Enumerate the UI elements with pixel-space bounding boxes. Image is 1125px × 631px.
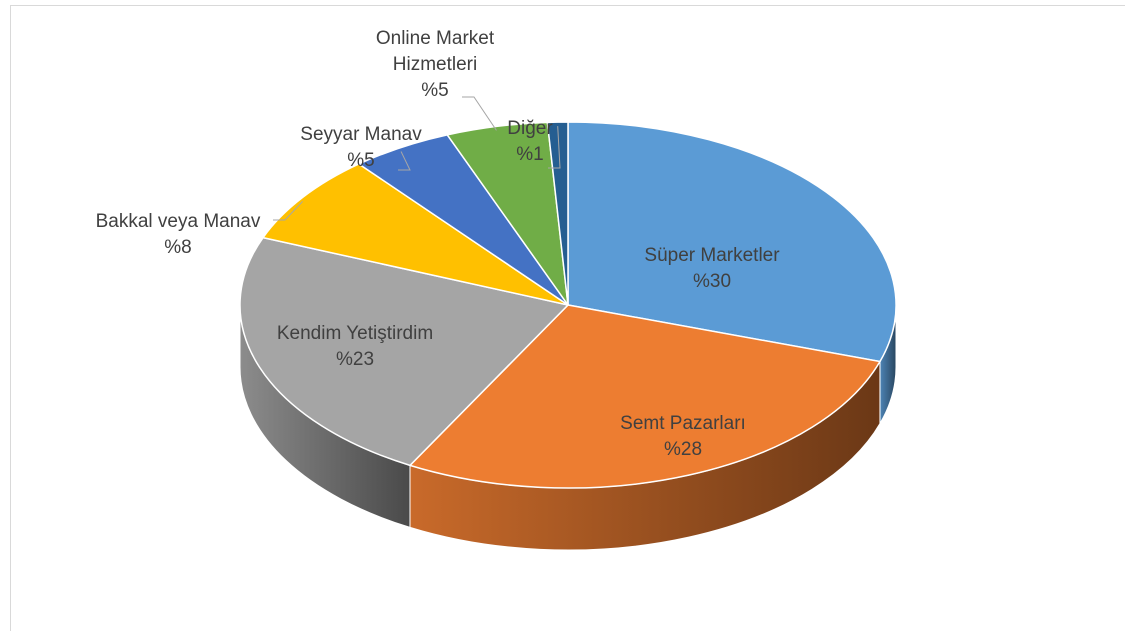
value-label: %5 [421,80,449,101]
pie-slice [408,304,882,489]
category-label: Diğer [507,118,553,139]
value-label: %5 [347,150,375,171]
data-label: Diğer %1 [507,116,552,168]
value-label: %23 [335,349,375,370]
value-label: %8 [164,237,192,258]
data-label: Seyyar Manav %5 [300,122,421,174]
value-label: %1 [516,144,544,165]
value-label: %30 [692,271,732,292]
category-label: Semt Pazarları [620,413,746,434]
category-label: Bakkal veya Manav [95,211,261,232]
data-label: Semt Pazarları %28 [620,411,746,463]
category-label: Kendim Yetiştirdim [276,323,434,344]
data-label: Kendim Yetiştirdim %23 [277,321,433,373]
leader-line [398,151,411,171]
data-label: Online Market Hizmetleri %5 [350,26,520,104]
category-label: Online Market Hizmetleri [375,28,495,75]
category-label: Seyyar Manav [300,124,422,145]
pie-slice [567,121,897,363]
value-label: %28 [663,439,703,460]
leader-line [462,96,497,131]
data-label: Bakkal veya Manav %8 [96,209,261,261]
leader-line [273,201,304,221]
pie-slice [261,163,569,306]
pie-slice [239,236,570,467]
chart-frame [10,5,1125,631]
category-label: Süper Marketler [644,245,780,266]
data-label: Süper Marketler %30 [644,243,779,295]
leader-line [548,126,561,169]
